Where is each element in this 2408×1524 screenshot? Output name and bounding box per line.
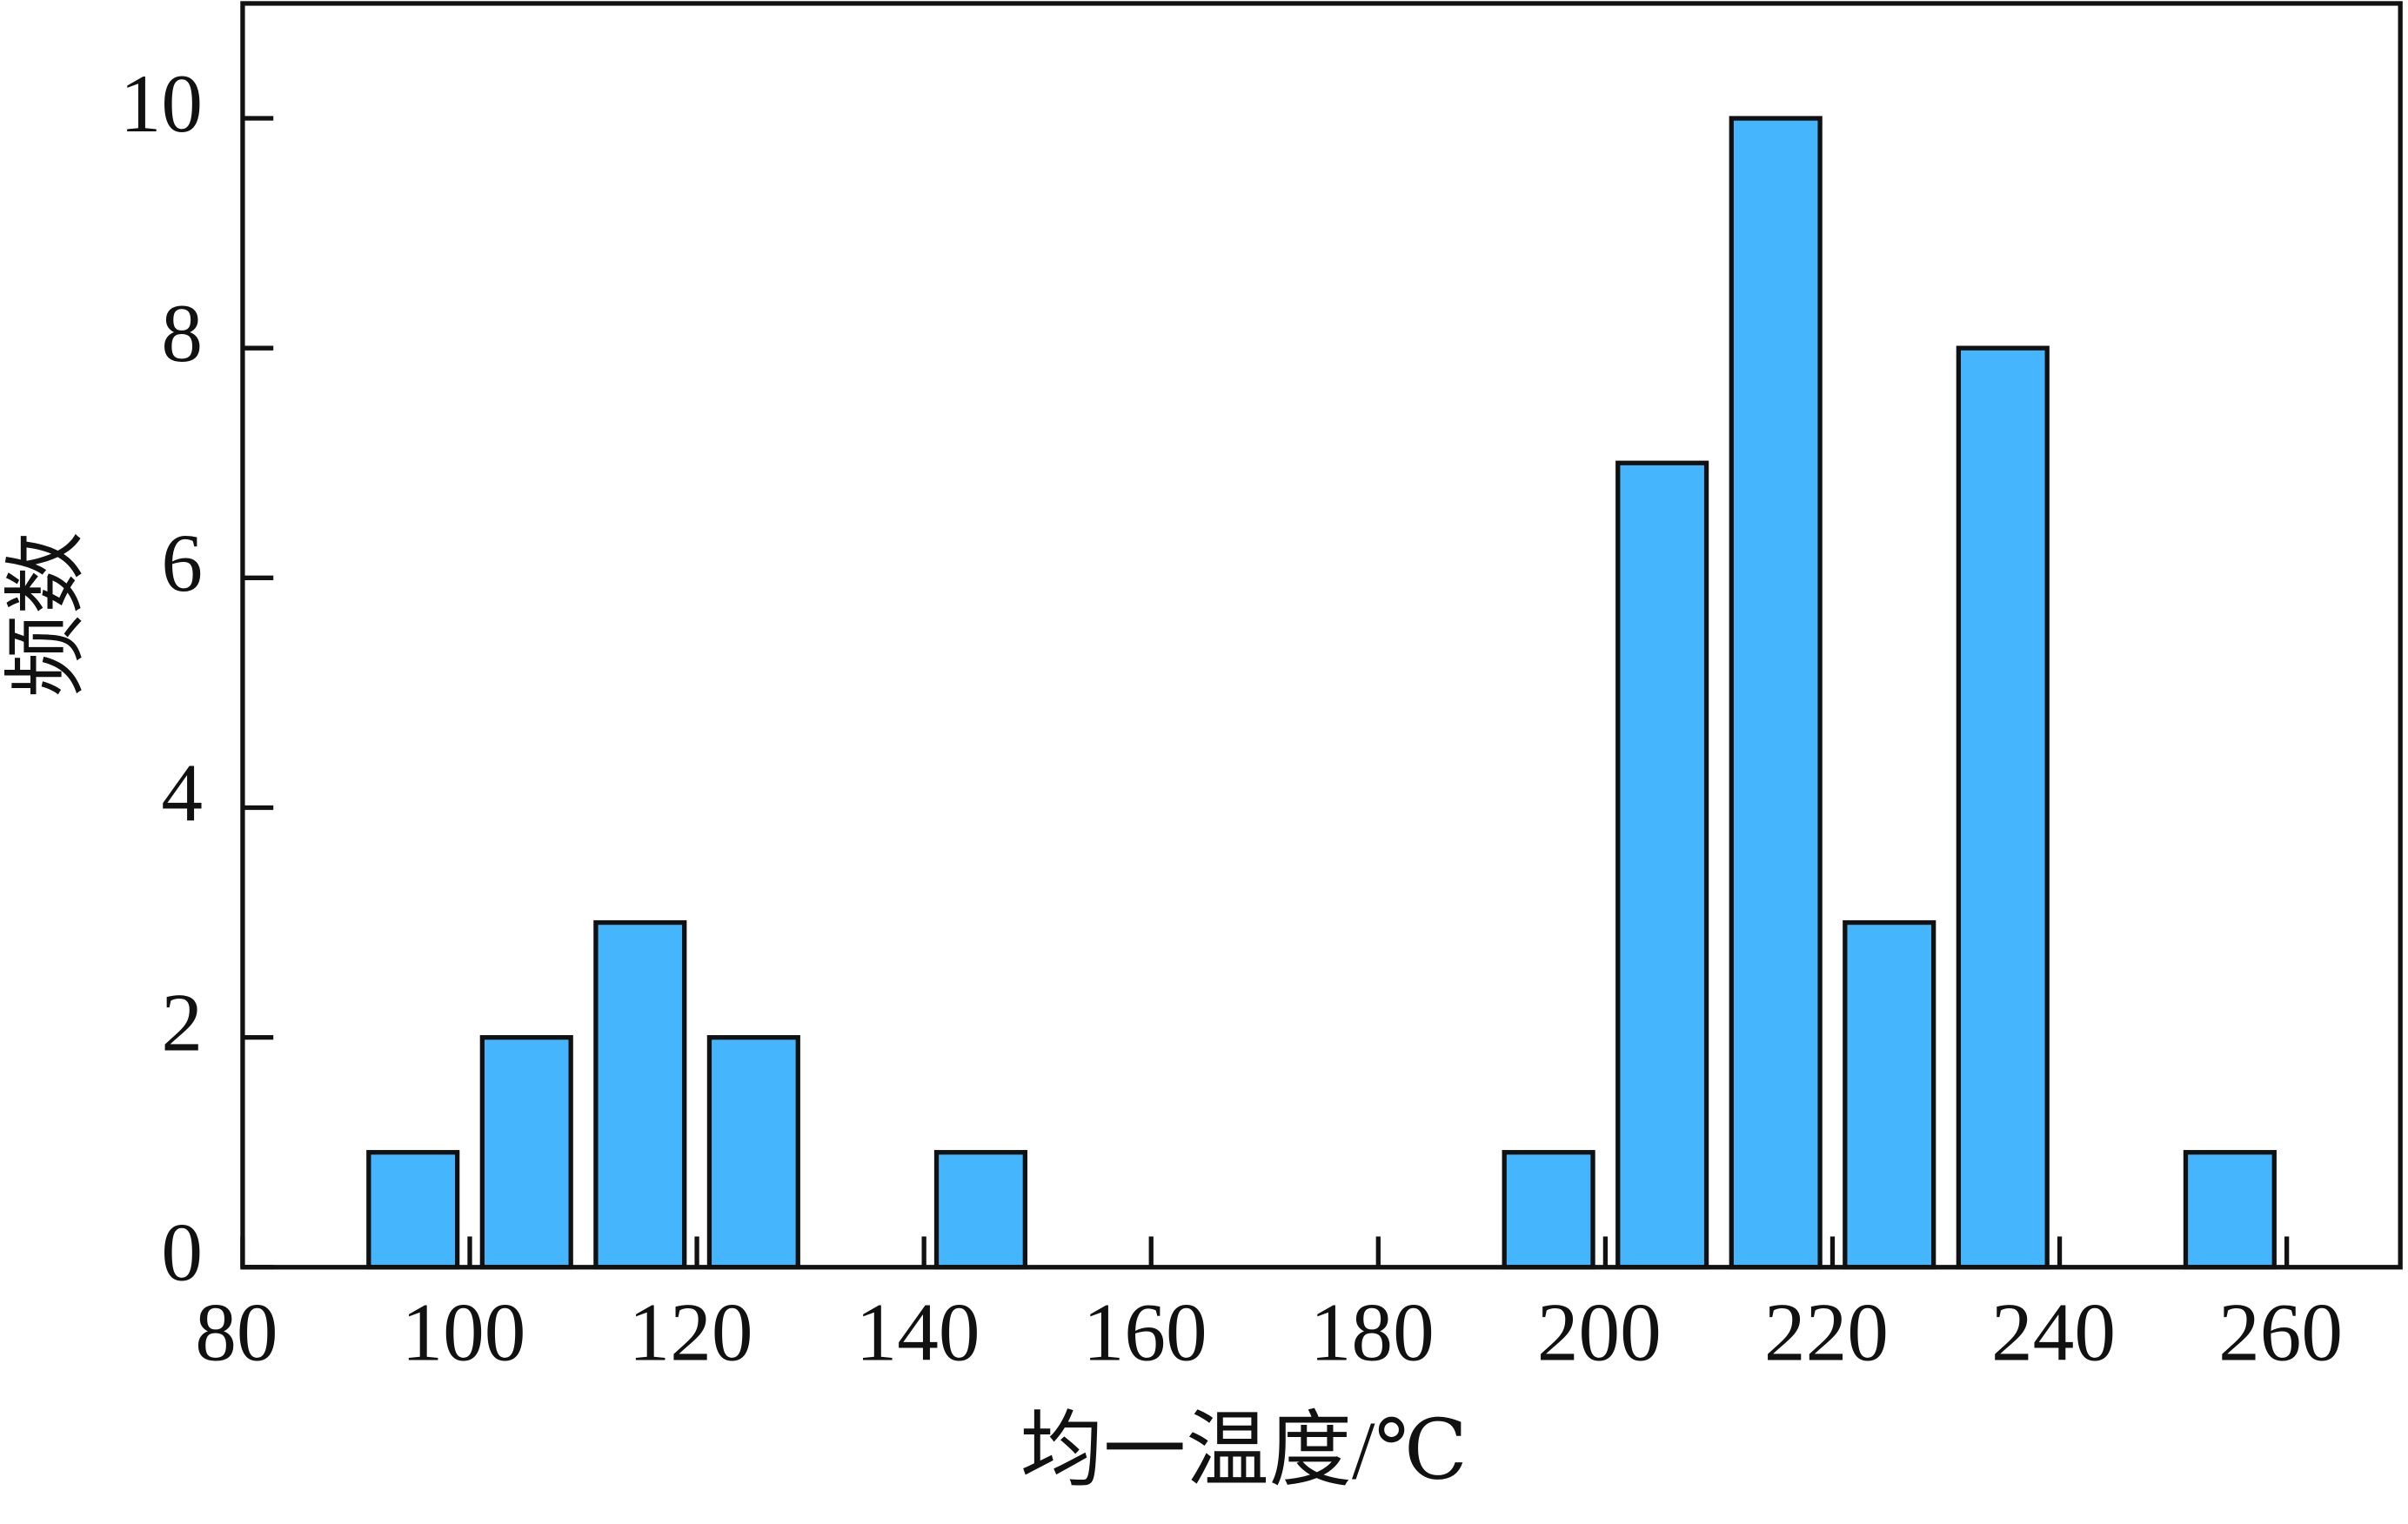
x-tick-label: 240 xyxy=(1991,1286,2116,1378)
bar xyxy=(1956,345,2050,1270)
x-tick-label: 100 xyxy=(401,1286,525,1378)
x-tick-label: 200 xyxy=(1537,1286,1662,1378)
x-axis-label: 均一温度/℃ xyxy=(1020,1404,1468,1496)
bar xyxy=(479,1034,573,1270)
bar xyxy=(593,919,687,1270)
y-axis-label: 频数 xyxy=(0,531,92,698)
bar xyxy=(1729,116,1823,1270)
bar xyxy=(2183,1150,2277,1270)
x-tick-label: 220 xyxy=(1764,1286,1889,1378)
bar xyxy=(706,1034,800,1270)
bar xyxy=(366,1150,460,1270)
bar xyxy=(933,1150,1027,1270)
x-tick-label: 160 xyxy=(1083,1286,1207,1378)
y-tick-label: 2 xyxy=(161,976,203,1068)
bar xyxy=(1843,919,1936,1270)
y-tick-label: 0 xyxy=(161,1206,203,1299)
bar xyxy=(1502,1150,1595,1270)
x-tick-label: 120 xyxy=(629,1286,753,1378)
bar xyxy=(1615,460,1709,1270)
x-tick-label: 140 xyxy=(856,1286,980,1378)
y-tick-label: 6 xyxy=(161,517,203,609)
plot-frame xyxy=(240,1,2403,1270)
x-tick-label: 180 xyxy=(1310,1286,1435,1378)
y-tick-label: 4 xyxy=(161,746,203,839)
y-tick-label: 10 xyxy=(120,57,203,150)
x-tick-label: 260 xyxy=(2218,1286,2343,1378)
y-tick-label: 8 xyxy=(161,287,203,379)
x-tick-label: 80 xyxy=(195,1286,278,1378)
